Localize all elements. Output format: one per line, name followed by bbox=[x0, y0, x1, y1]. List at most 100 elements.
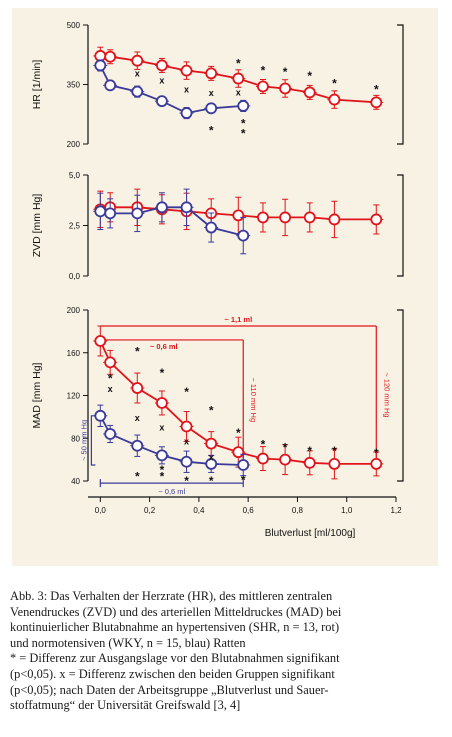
caption-line: Venendruckes (ZVD) und des arteriellen M… bbox=[10, 604, 342, 619]
data-point-red bbox=[328, 213, 341, 226]
data-point-blue bbox=[205, 457, 218, 470]
data-point-blue bbox=[131, 439, 144, 452]
data-point-blue bbox=[237, 459, 250, 471]
y-tick-label: 0,0 bbox=[69, 272, 81, 281]
data-point-blue bbox=[180, 107, 193, 119]
data-point-red bbox=[328, 93, 341, 106]
right-bracket bbox=[397, 174, 404, 277]
data-point-blue bbox=[205, 102, 218, 115]
data-point-red bbox=[257, 211, 269, 224]
group-difference-mark: x bbox=[184, 84, 189, 94]
caption-line: (p<0,05). x = Differenz zwischen den bei… bbox=[10, 666, 335, 681]
data-point-red bbox=[257, 452, 269, 465]
significance-star: * bbox=[241, 473, 246, 487]
significance-star: * bbox=[184, 474, 189, 488]
data-point-red bbox=[180, 64, 193, 77]
data-point-red bbox=[131, 382, 144, 394]
significance-star: * bbox=[261, 64, 266, 78]
data-point-red bbox=[370, 96, 383, 109]
data-point-red bbox=[156, 59, 168, 72]
data-point-red bbox=[205, 67, 218, 80]
bracket-red_drop_total-label: ~ 120 mm Hg bbox=[382, 372, 391, 417]
significance-star: * bbox=[236, 426, 241, 440]
data-point-blue bbox=[131, 207, 144, 220]
data-point-blue bbox=[104, 79, 117, 92]
y-tick-label: 40 bbox=[71, 477, 80, 486]
data-point-red bbox=[370, 213, 383, 226]
group-difference-mark: x bbox=[209, 452, 214, 462]
group-difference-mark: x bbox=[209, 88, 214, 98]
data-point-blue bbox=[156, 95, 168, 108]
data-point-red bbox=[279, 211, 292, 224]
series-blue bbox=[93, 404, 251, 477]
data-point-red bbox=[279, 82, 292, 95]
data-point-red bbox=[279, 453, 292, 466]
data-point-blue bbox=[156, 449, 168, 462]
significance-star: * bbox=[374, 82, 379, 96]
caption-line: und normotensiven (WKY, n = 15, blau) Ra… bbox=[10, 635, 246, 650]
data-point-red bbox=[303, 456, 316, 469]
figure-caption: Abb. 3: Das Verhalten der Herzrate (HR),… bbox=[10, 589, 446, 714]
data-point-blue bbox=[205, 221, 218, 234]
data-point-blue bbox=[94, 205, 107, 218]
y-tick-label: 160 bbox=[67, 349, 81, 358]
significance-star: * bbox=[160, 463, 165, 477]
significance-star: * bbox=[283, 441, 288, 455]
significance-star: * bbox=[332, 444, 337, 458]
significance-star: * bbox=[307, 444, 312, 458]
significance-star: * bbox=[209, 474, 214, 488]
significance-star: * bbox=[261, 438, 266, 452]
significance-star: * bbox=[135, 345, 140, 359]
data-point-blue bbox=[180, 455, 193, 468]
data-point-red bbox=[370, 457, 383, 470]
group-difference-mark: x bbox=[184, 436, 189, 446]
significance-star: * bbox=[135, 470, 140, 484]
series-blue bbox=[93, 59, 251, 120]
y-tick-label: 350 bbox=[67, 81, 81, 90]
group-difference-mark: x bbox=[135, 413, 140, 423]
y-axis-label: MAD [mm Hg] bbox=[31, 362, 43, 428]
bracket-red-06-label: ~ 0,6 ml bbox=[150, 342, 178, 351]
x-tick-label: 1,0 bbox=[341, 506, 353, 515]
x-tick-label: 0,8 bbox=[292, 506, 304, 515]
significance-star: * bbox=[108, 371, 113, 385]
caption-line: stoffatmung“ der Universität Greifswald … bbox=[10, 698, 241, 713]
data-point-blue bbox=[131, 85, 144, 98]
bracket-blue-drop-label: ~ 50 mm Hg bbox=[79, 420, 88, 461]
significance-star: * bbox=[184, 385, 189, 399]
significance-star: * bbox=[374, 446, 379, 460]
significance-star: * bbox=[160, 470, 165, 484]
x-tick-label: 0,4 bbox=[193, 506, 205, 515]
group-difference-mark: x bbox=[108, 384, 113, 394]
zvd-panel: 0,0 2,5 5,0 ZVD [mm Hg] bbox=[31, 171, 404, 281]
significance-star: * bbox=[241, 126, 246, 140]
caption-line: * = Differenz zur Ausgangslage vor den B… bbox=[10, 651, 340, 666]
data-point-red bbox=[131, 54, 144, 67]
series-red bbox=[93, 46, 384, 110]
data-point-red bbox=[257, 80, 269, 93]
mad-panel: 40 80 120 160 200 MAD [mm Hg] 0,0 0,2 0,4 0,6 0,8 1… bbox=[31, 306, 404, 539]
x-axis-label: Blutverlust [ml/100g] bbox=[265, 528, 356, 539]
right-bracket bbox=[397, 309, 404, 482]
y-tick-label: 80 bbox=[71, 434, 80, 443]
series-blue bbox=[93, 188, 251, 255]
data-point-blue bbox=[180, 201, 193, 214]
x-tick-label: 0,2 bbox=[144, 506, 156, 515]
data-point-red bbox=[328, 457, 341, 470]
data-point-red bbox=[303, 86, 316, 99]
right-bracket bbox=[397, 24, 404, 145]
significance-star: * bbox=[209, 403, 214, 417]
data-point-red bbox=[232, 72, 245, 85]
y-tick-label: 2,5 bbox=[69, 222, 81, 231]
y-tick-label: 5,0 bbox=[69, 171, 81, 180]
data-point-blue bbox=[237, 229, 250, 242]
significance-star: * bbox=[241, 116, 246, 130]
data-point-red bbox=[156, 397, 168, 409]
data-point-red bbox=[205, 437, 218, 450]
bracket-blue-06-label: ~ 0,6 ml bbox=[158, 487, 185, 496]
caption-line: Abb. 3: Das Verhalten der Herzrate (HR),… bbox=[10, 589, 333, 603]
x-tick-label: 0,0 bbox=[95, 506, 107, 515]
caption-line: kontinuierlicher Blutabnahme an hyperten… bbox=[10, 620, 340, 635]
